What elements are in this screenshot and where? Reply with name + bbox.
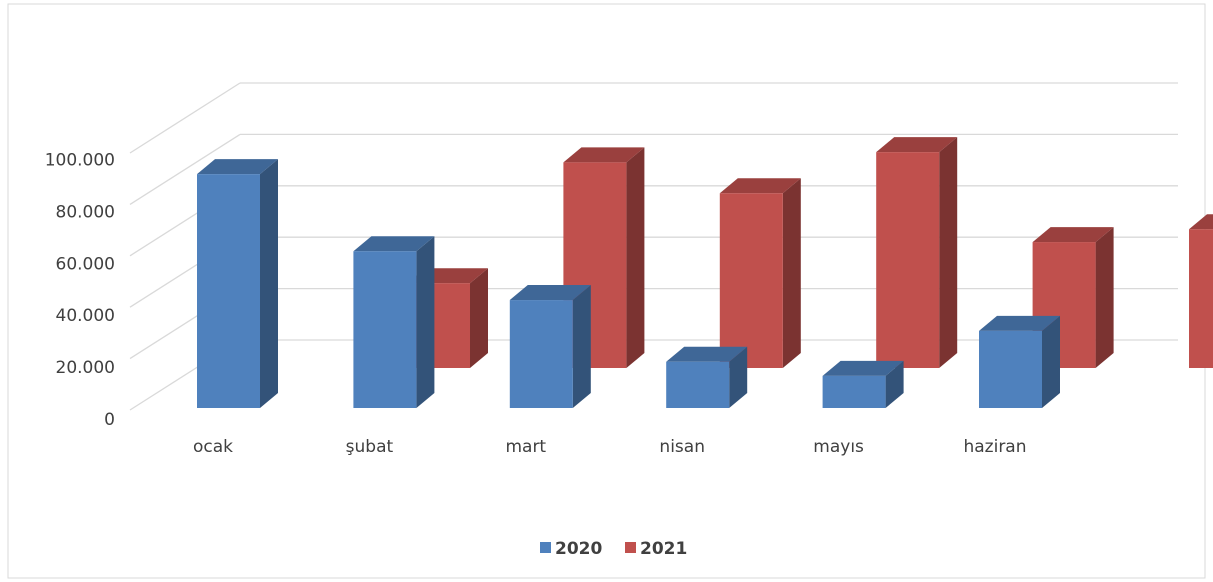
bar <box>353 236 435 408</box>
y-tick-label: 80.000 <box>56 202 115 222</box>
bar-top <box>353 236 435 252</box>
bar <box>979 315 1060 408</box>
bar-front <box>509 300 573 408</box>
y-tick-label: 0 <box>104 410 115 430</box>
bar-front <box>719 193 783 368</box>
x-tick-label: nisan <box>659 437 705 457</box>
bar-side <box>572 285 591 408</box>
legend-swatch <box>625 542 636 553</box>
bar-top <box>979 315 1060 331</box>
bar-top <box>876 137 958 153</box>
bar-top <box>197 159 278 175</box>
bar-side <box>782 178 801 368</box>
bar <box>876 137 958 368</box>
bar <box>719 178 801 368</box>
x-tick-label: mayıs <box>813 437 864 457</box>
x-tick-label: ocak <box>193 437 233 457</box>
bar <box>197 159 278 408</box>
grid-line <box>129 133 241 205</box>
bar-front <box>1189 229 1213 368</box>
bar <box>1189 214 1213 368</box>
y-tick-label: 60.000 <box>56 254 115 274</box>
legend-swatch <box>540 542 551 553</box>
bar-side <box>470 268 488 368</box>
bar <box>822 360 904 408</box>
grid-line <box>129 82 241 154</box>
y-tick-label: 40.000 <box>56 306 115 326</box>
x-tick-label: haziran <box>963 437 1026 457</box>
bar-front <box>876 152 940 368</box>
bar-front <box>979 330 1042 408</box>
legend-label: 2021 <box>640 539 687 559</box>
bar-top <box>1032 227 1114 243</box>
bar <box>666 346 748 408</box>
bar-side <box>1042 315 1060 408</box>
bar-side <box>260 159 278 408</box>
legend-label: 2020 <box>555 539 602 559</box>
bar-side <box>939 137 958 368</box>
bar-front <box>666 361 730 408</box>
bar-top <box>509 285 591 301</box>
bar-top <box>719 178 801 194</box>
y-tick-label: 100.000 <box>45 150 115 170</box>
x-tick-label: mart <box>505 437 546 457</box>
bar-top <box>1189 214 1213 230</box>
bar-front <box>197 174 260 408</box>
bar-side <box>626 147 645 368</box>
bar-side <box>885 360 904 408</box>
bar-front <box>353 251 417 408</box>
bar-front <box>822 375 886 408</box>
bar-top <box>666 346 748 362</box>
bar <box>509 285 591 408</box>
bar-side <box>729 346 748 408</box>
bar-top <box>563 147 645 163</box>
x-tick-label: şubat <box>346 437 394 457</box>
bar-side <box>416 236 435 408</box>
bar-top <box>822 360 904 376</box>
y-tick-label: 20.000 <box>56 358 115 378</box>
bar-side <box>1095 227 1114 368</box>
